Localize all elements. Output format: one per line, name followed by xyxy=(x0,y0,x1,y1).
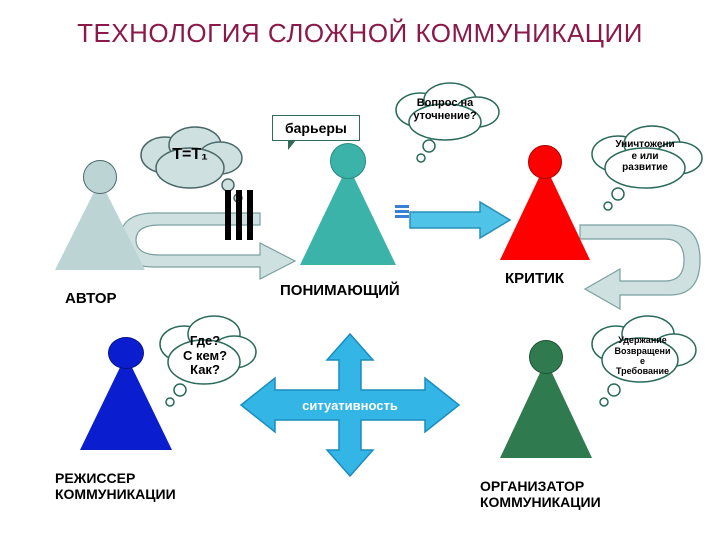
page-title: ТЕХНОЛОГИЯ СЛОЖНОЙ КОММУНИКАЦИИ xyxy=(0,18,720,49)
label-director: РЕЖИССЕР КОММУНИКАЦИИ xyxy=(55,470,176,502)
cross-arrow-label: ситуативность xyxy=(235,330,465,480)
cloud-question-text: Вопрос на уточнение? xyxy=(385,70,505,150)
barrier-label-tail xyxy=(288,140,296,150)
person-director xyxy=(80,355,172,450)
person-critic xyxy=(500,165,590,260)
cloud-tt1-text: Т=Т₁ xyxy=(130,120,250,190)
cloud-destroy: Уничтожени е или развитие xyxy=(580,120,710,205)
diagram-stage: ТЕХНОЛОГИЯ СЛОЖНОЙ КОММУНИКАЦИИ Т=Т₁ xyxy=(0,0,720,540)
barrier-label: барьеры xyxy=(272,115,360,141)
cross-arrow-situativity: ситуативность xyxy=(235,330,465,480)
cloud-question: Вопрос на уточнение? xyxy=(385,78,505,158)
person-organizer xyxy=(500,360,592,458)
cloud-destroy-text: Уничтожени е или развитие xyxy=(580,114,710,199)
label-organizer: ОРГАНИЗАТОР КОММУНИКАЦИИ xyxy=(480,478,601,510)
label-understander: ПОНИМАЮЩИЙ xyxy=(280,282,400,299)
label-critic: КРИТИК xyxy=(505,270,564,287)
mini-bars xyxy=(395,205,409,218)
person-author xyxy=(55,180,145,270)
barrier-bars xyxy=(225,190,253,240)
cloud-tt1: Т=Т₁ xyxy=(130,120,250,190)
cloud-hold-text: Удержание Возвращени е Требование xyxy=(580,306,705,406)
cloud-hold: Удержание Возвращени е Требование xyxy=(580,310,705,410)
label-author: АВТОР xyxy=(65,290,117,307)
person-understander xyxy=(300,165,396,265)
arrow-to-critic xyxy=(405,200,515,240)
